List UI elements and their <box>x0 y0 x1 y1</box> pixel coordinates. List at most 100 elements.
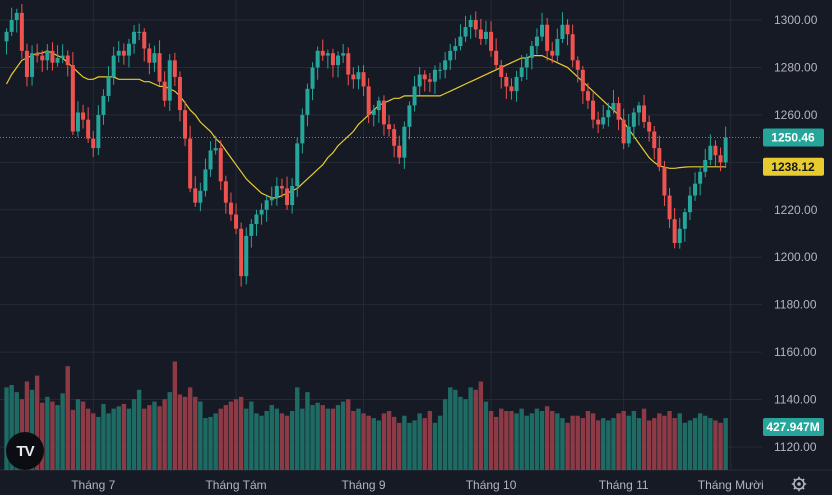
candle-body <box>4 31 9 42</box>
volume-bar <box>488 411 494 470</box>
y-tick-label: 1300.00 <box>774 13 818 27</box>
candle-body <box>24 50 29 77</box>
volume-bar <box>493 416 499 470</box>
volume-bar <box>463 399 468 470</box>
volume-bar <box>402 415 407 470</box>
candle-body <box>560 24 565 39</box>
volume-bar <box>585 411 591 470</box>
volume-bar <box>305 392 310 470</box>
candle-body <box>519 67 524 77</box>
candle-body <box>30 53 35 77</box>
volume-bar <box>534 408 540 470</box>
candle-body <box>417 74 422 87</box>
candle-body <box>448 50 453 61</box>
candle-body <box>126 43 131 56</box>
logo-text: TV <box>16 442 34 460</box>
candle-body <box>264 200 269 210</box>
candle-body <box>402 126 407 158</box>
candle-body <box>132 31 137 44</box>
volume-bar <box>652 418 657 470</box>
volume-bar <box>147 405 152 470</box>
volume-bar <box>448 387 453 470</box>
candle-body <box>499 65 504 77</box>
volume-bar <box>412 420 417 470</box>
volume-bar <box>529 413 535 470</box>
candle-body <box>65 55 70 66</box>
volume-bar <box>657 413 662 470</box>
candle-body <box>147 48 152 63</box>
volume-bar <box>162 399 167 470</box>
candle-body <box>545 24 550 51</box>
candle-body <box>591 100 596 120</box>
candle-body <box>621 119 626 144</box>
volume-bar <box>499 408 504 470</box>
candle-body <box>371 110 376 115</box>
volume-bar <box>14 392 19 470</box>
volume-bar <box>259 415 264 470</box>
tradingview-logo-icon[interactable]: TV <box>6 432 44 470</box>
volume-bar <box>391 416 397 470</box>
candle-body <box>356 72 361 80</box>
volume-bar <box>422 418 427 470</box>
volume-bar <box>397 422 402 470</box>
y-tick-label: 1160.00 <box>774 345 817 359</box>
volume-bar <box>458 396 463 470</box>
candle-body <box>570 34 575 61</box>
candle-body <box>203 169 208 191</box>
volume-bar <box>106 413 111 470</box>
volume-bar <box>233 399 239 470</box>
volume-bar <box>565 422 570 470</box>
volume-bar <box>483 401 489 470</box>
candle-body <box>489 31 494 51</box>
candle-body <box>611 103 616 111</box>
volume-bar <box>80 401 86 470</box>
candle-body <box>387 124 392 130</box>
volume-bar <box>9 385 14 470</box>
moving-average <box>5 50 726 199</box>
volume-bar <box>60 393 65 470</box>
volume-bar <box>539 411 545 470</box>
volume-bar <box>96 416 101 470</box>
volume-bar <box>91 413 96 470</box>
volume-bar <box>70 409 76 470</box>
volume-bar <box>223 405 229 470</box>
x-tick-label: Tháng 10 <box>466 478 517 492</box>
x-tick-label: Tháng 11 <box>599 478 649 492</box>
candle-body <box>330 53 335 66</box>
candle-body <box>157 53 162 82</box>
candle-body <box>341 53 346 56</box>
volume-bar <box>381 413 387 470</box>
volume-bar <box>606 420 611 470</box>
gear-icon-glyph <box>791 476 807 492</box>
candle-body <box>45 50 50 61</box>
volume-bar <box>249 401 254 470</box>
volume-bar <box>24 381 30 470</box>
gear-icon[interactable] <box>789 474 809 494</box>
candle-body <box>218 148 223 182</box>
y-axis: 1300.001280.001260.001240.001220.001200.… <box>774 13 818 454</box>
volume-bar <box>601 418 606 470</box>
volume-bar <box>55 405 60 470</box>
volume-bar <box>152 401 157 470</box>
volume-bar <box>580 418 586 470</box>
volume-bar <box>672 418 677 470</box>
volume-bar <box>437 415 443 470</box>
volume-bar <box>300 408 305 470</box>
volume-bar <box>478 381 484 470</box>
volume-bar <box>361 413 366 470</box>
volume-bar <box>50 401 55 470</box>
candle-body <box>305 88 310 115</box>
x-tick-label: Tháng 9 <box>342 478 386 492</box>
candle-body <box>453 46 458 51</box>
candle-body <box>193 188 198 203</box>
candle-body <box>672 219 677 243</box>
volume-bar <box>631 411 637 470</box>
volume-bar <box>121 403 127 470</box>
y-tick-label: 1260.00 <box>774 108 818 122</box>
candle-body <box>458 36 463 47</box>
volume-bar <box>269 405 274 470</box>
volume-bar <box>560 418 565 470</box>
candle-body <box>494 50 499 66</box>
volume-bar <box>682 422 688 470</box>
